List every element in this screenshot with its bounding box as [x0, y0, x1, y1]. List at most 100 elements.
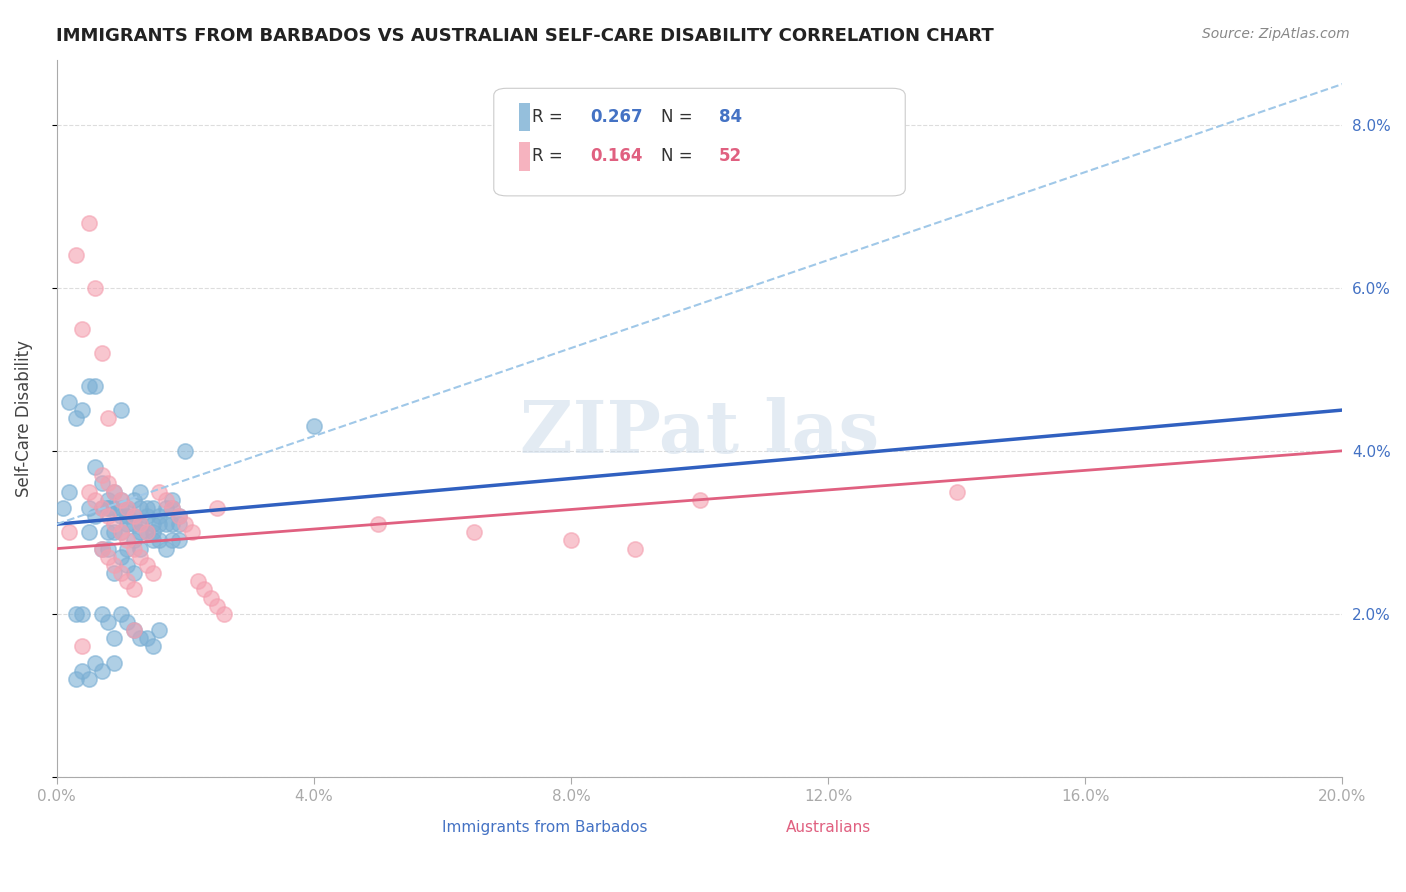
Bar — [519, 103, 530, 131]
Point — [117, 500, 139, 515]
Point — [142, 517, 165, 532]
Point — [117, 615, 139, 629]
Point — [155, 517, 177, 532]
Point — [110, 566, 132, 580]
Point — [117, 500, 139, 515]
Text: N =: N = — [661, 108, 697, 126]
Point — [90, 607, 112, 621]
Point — [148, 623, 170, 637]
Text: 0.267: 0.267 — [591, 108, 643, 126]
Point — [129, 500, 152, 515]
Point — [77, 216, 100, 230]
Point — [129, 549, 152, 564]
Point — [122, 541, 145, 556]
Point — [72, 664, 94, 678]
Point — [142, 533, 165, 548]
Point — [624, 541, 647, 556]
Point — [97, 541, 120, 556]
Point — [72, 640, 94, 654]
Point — [162, 500, 184, 515]
Text: Australians: Australians — [786, 820, 870, 835]
Point — [103, 558, 125, 572]
Point — [52, 500, 75, 515]
Point — [117, 517, 139, 532]
Point — [135, 500, 157, 515]
Point — [117, 558, 139, 572]
Point — [65, 607, 87, 621]
Point — [148, 517, 170, 532]
Point — [110, 525, 132, 540]
Point — [367, 517, 389, 532]
Point — [65, 248, 87, 262]
Point — [77, 500, 100, 515]
Point — [103, 484, 125, 499]
Bar — [519, 142, 530, 170]
Text: 0.164: 0.164 — [591, 147, 643, 165]
Point — [97, 549, 120, 564]
Point — [148, 533, 170, 548]
Point — [58, 525, 80, 540]
Point — [97, 508, 120, 523]
Point — [90, 500, 112, 515]
Point — [90, 541, 112, 556]
Text: IMMIGRANTS FROM BARBADOS VS AUSTRALIAN SELF-CARE DISABILITY CORRELATION CHART: IMMIGRANTS FROM BARBADOS VS AUSTRALIAN S… — [56, 27, 994, 45]
Point — [167, 508, 190, 523]
Point — [84, 508, 107, 523]
Point — [560, 533, 582, 548]
Point — [110, 403, 132, 417]
Point — [97, 500, 120, 515]
Point — [103, 656, 125, 670]
Point — [122, 582, 145, 597]
Point — [193, 582, 215, 597]
Point — [97, 476, 120, 491]
Text: 52: 52 — [718, 147, 742, 165]
Point — [117, 541, 139, 556]
Point — [135, 525, 157, 540]
Text: R =: R = — [533, 147, 568, 165]
Point — [72, 403, 94, 417]
Point — [155, 541, 177, 556]
Point — [97, 492, 120, 507]
Point — [129, 484, 152, 499]
Point — [135, 525, 157, 540]
Point — [945, 484, 967, 499]
Point — [207, 500, 229, 515]
Point — [135, 632, 157, 646]
Point — [77, 525, 100, 540]
Point — [207, 599, 229, 613]
Point — [110, 492, 132, 507]
Point — [174, 517, 197, 532]
Point — [135, 558, 157, 572]
Point — [167, 533, 190, 548]
Point — [110, 492, 132, 507]
Point — [103, 500, 125, 515]
Point — [463, 525, 485, 540]
Point — [103, 566, 125, 580]
Point — [84, 281, 107, 295]
Point — [65, 672, 87, 686]
Point — [122, 623, 145, 637]
Point — [90, 346, 112, 360]
Point — [103, 484, 125, 499]
FancyBboxPatch shape — [494, 88, 905, 196]
Point — [58, 484, 80, 499]
Point — [65, 411, 87, 425]
Point — [90, 541, 112, 556]
Point — [110, 508, 132, 523]
Point — [77, 672, 100, 686]
Point — [187, 574, 209, 589]
Point — [155, 492, 177, 507]
Point — [162, 517, 184, 532]
Point — [110, 500, 132, 515]
Point — [155, 500, 177, 515]
Point — [110, 525, 132, 540]
Point — [180, 525, 202, 540]
Point — [84, 378, 107, 392]
Point — [77, 484, 100, 499]
Point — [142, 640, 165, 654]
Point — [122, 508, 145, 523]
Point — [212, 607, 235, 621]
Text: 84: 84 — [718, 108, 742, 126]
Point — [122, 508, 145, 523]
Point — [110, 549, 132, 564]
